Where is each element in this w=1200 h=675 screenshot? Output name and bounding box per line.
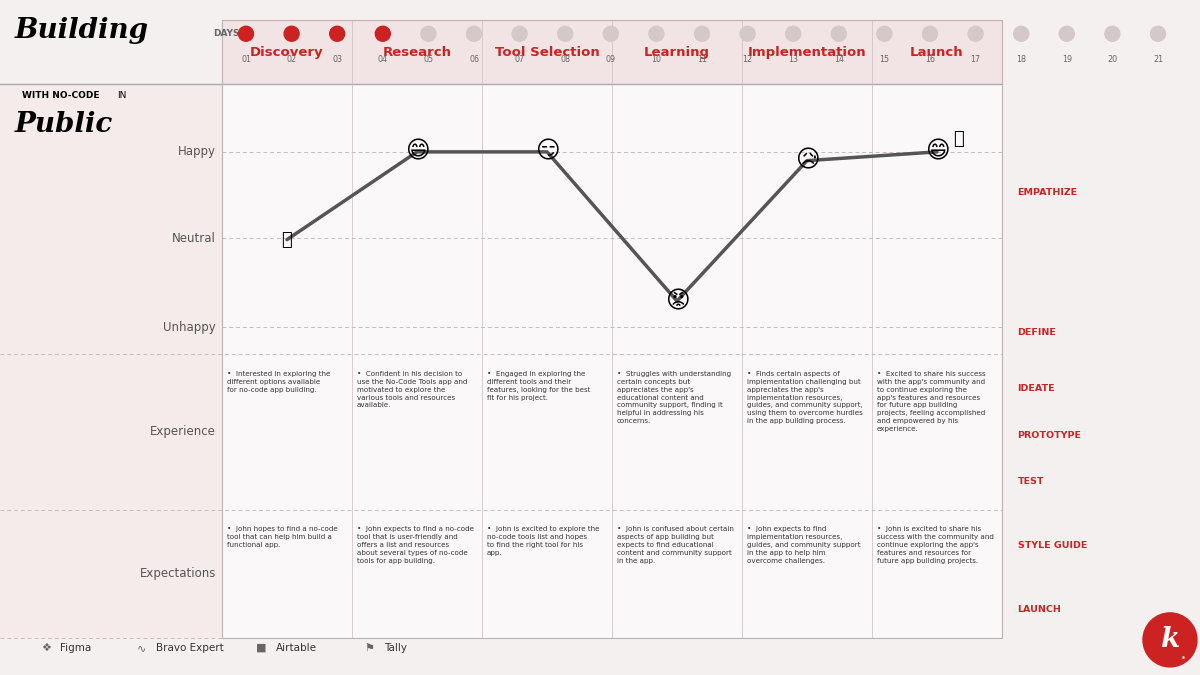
Text: 21: 21	[1153, 55, 1163, 64]
Circle shape	[695, 26, 709, 41]
Text: 18: 18	[1016, 55, 1026, 64]
Text: Learning: Learning	[644, 46, 710, 59]
Text: Experience: Experience	[150, 425, 216, 439]
Circle shape	[604, 26, 618, 41]
Text: ❖: ❖	[41, 643, 50, 653]
Text: Figma: Figma	[60, 643, 91, 653]
Text: •  Finds certain aspects of
implementation challenging but
appreciates the app's: • Finds certain aspects of implementatio…	[746, 371, 863, 424]
Text: •  Interested in exploring the
different options available
for no-code app build: • Interested in exploring the different …	[227, 371, 330, 393]
Text: Research: Research	[383, 46, 451, 59]
Text: STYLE GUIDE: STYLE GUIDE	[1018, 541, 1087, 550]
Text: Public: Public	[14, 111, 113, 138]
Text: EMPATHIZE: EMPATHIZE	[1018, 188, 1078, 197]
Circle shape	[1142, 613, 1198, 667]
Text: Launch: Launch	[910, 46, 964, 59]
Text: 01: 01	[241, 55, 251, 64]
Text: k: k	[1160, 626, 1180, 653]
Text: 13: 13	[788, 55, 798, 64]
Text: 14: 14	[834, 55, 844, 64]
Circle shape	[740, 26, 755, 41]
Text: Happy: Happy	[178, 145, 216, 159]
Text: •  Excited to share his success
with the app's community and
to continue explori: • Excited to share his success with the …	[877, 371, 985, 431]
Text: 19: 19	[1062, 55, 1072, 64]
Text: Building: Building	[14, 17, 149, 44]
Circle shape	[832, 26, 846, 41]
Text: 👀: 👀	[282, 231, 293, 248]
Text: LAUNCH: LAUNCH	[1018, 605, 1062, 614]
Text: 04: 04	[378, 55, 388, 64]
Text: 06: 06	[469, 55, 479, 64]
Circle shape	[786, 26, 800, 41]
Text: Tool Selection: Tool Selection	[494, 46, 599, 59]
Text: •  Struggles with understanding
certain concepts but
appreciates the app's
educa: • Struggles with understanding certain c…	[617, 371, 731, 424]
Text: Implementation: Implementation	[748, 46, 866, 59]
Text: 😏: 😏	[535, 140, 559, 164]
Circle shape	[467, 26, 481, 41]
Text: 16: 16	[925, 55, 935, 64]
Text: 10: 10	[652, 55, 661, 64]
Text: IDEATE: IDEATE	[1018, 384, 1055, 393]
Circle shape	[649, 26, 664, 41]
Text: •  Confident in his decision to
use the No-Code Tools app and
motivated to explo: • Confident in his decision to use the N…	[358, 371, 467, 408]
Text: Neutral: Neutral	[172, 232, 216, 245]
Text: 09: 09	[606, 55, 616, 64]
Circle shape	[1105, 26, 1120, 41]
Circle shape	[558, 26, 572, 41]
Text: Discovery: Discovery	[250, 46, 324, 59]
Text: Tally: Tally	[384, 643, 407, 653]
Text: 07: 07	[515, 55, 524, 64]
Circle shape	[923, 26, 937, 41]
Text: 02: 02	[287, 55, 296, 64]
Text: •: •	[1181, 653, 1186, 663]
Text: DEFINE: DEFINE	[1018, 328, 1056, 338]
FancyBboxPatch shape	[0, 84, 222, 354]
Text: ⚑: ⚑	[365, 643, 374, 653]
Text: 😄: 😄	[404, 140, 430, 164]
Text: 15: 15	[880, 55, 889, 64]
Text: TEST: TEST	[1018, 477, 1044, 486]
Text: •  John is excited to explore the
no-code tools list and hopes
to find the right: • John is excited to explore the no-code…	[487, 526, 600, 556]
Circle shape	[239, 26, 253, 41]
Circle shape	[968, 26, 983, 41]
Text: 😥: 😥	[794, 148, 820, 173]
Text: Airtable: Airtable	[276, 643, 317, 653]
FancyBboxPatch shape	[0, 510, 222, 638]
Text: •  John is excited to share his
success with the community and
continue explorin: • John is excited to share his success w…	[877, 526, 994, 564]
Circle shape	[284, 26, 299, 41]
Circle shape	[512, 26, 527, 41]
FancyBboxPatch shape	[0, 354, 222, 510]
Text: •  John expects to find
implementation resources,
guides, and community support
: • John expects to find implementation re…	[746, 526, 860, 564]
Text: 20: 20	[1108, 55, 1117, 64]
Circle shape	[1060, 26, 1074, 41]
Circle shape	[1014, 26, 1028, 41]
Text: 😡: 😡	[665, 289, 689, 313]
Text: 12: 12	[743, 55, 752, 64]
Text: ∿: ∿	[137, 643, 146, 653]
Text: DAYS: DAYS	[214, 29, 240, 38]
Text: PROTOTYPE: PROTOTYPE	[1018, 431, 1081, 439]
FancyBboxPatch shape	[222, 20, 1002, 84]
Text: IN: IN	[118, 91, 127, 100]
Text: WITH NO-CODE: WITH NO-CODE	[22, 91, 100, 100]
FancyBboxPatch shape	[222, 84, 1002, 354]
Text: 😄: 😄	[925, 140, 949, 164]
Text: •  John hopes to find a no-code
tool that can help him build a
functional app.: • John hopes to find a no-code tool that…	[227, 526, 337, 548]
FancyBboxPatch shape	[222, 510, 1002, 638]
Circle shape	[877, 26, 892, 41]
Text: 05: 05	[424, 55, 433, 64]
Text: Unhappy: Unhappy	[163, 321, 216, 334]
Text: 03: 03	[332, 55, 342, 64]
Text: ■: ■	[257, 643, 266, 653]
Circle shape	[1151, 26, 1165, 41]
Text: •  John expects to find a no-code
tool that is user-friendly and
offers a list a: • John expects to find a no-code tool th…	[358, 526, 474, 564]
Text: •  Engaged in exploring the
different tools and their
features, looking for the : • Engaged in exploring the different too…	[487, 371, 590, 400]
Text: 🎉: 🎉	[954, 130, 965, 148]
Circle shape	[421, 26, 436, 41]
Circle shape	[330, 26, 344, 41]
Text: 11: 11	[697, 55, 707, 64]
Text: 08: 08	[560, 55, 570, 64]
Text: Bravo Expert: Bravo Expert	[156, 643, 223, 653]
FancyBboxPatch shape	[222, 354, 1002, 510]
Text: •  John is confused about certain
aspects of app building but
expects to find ed: • John is confused about certain aspects…	[617, 526, 734, 564]
